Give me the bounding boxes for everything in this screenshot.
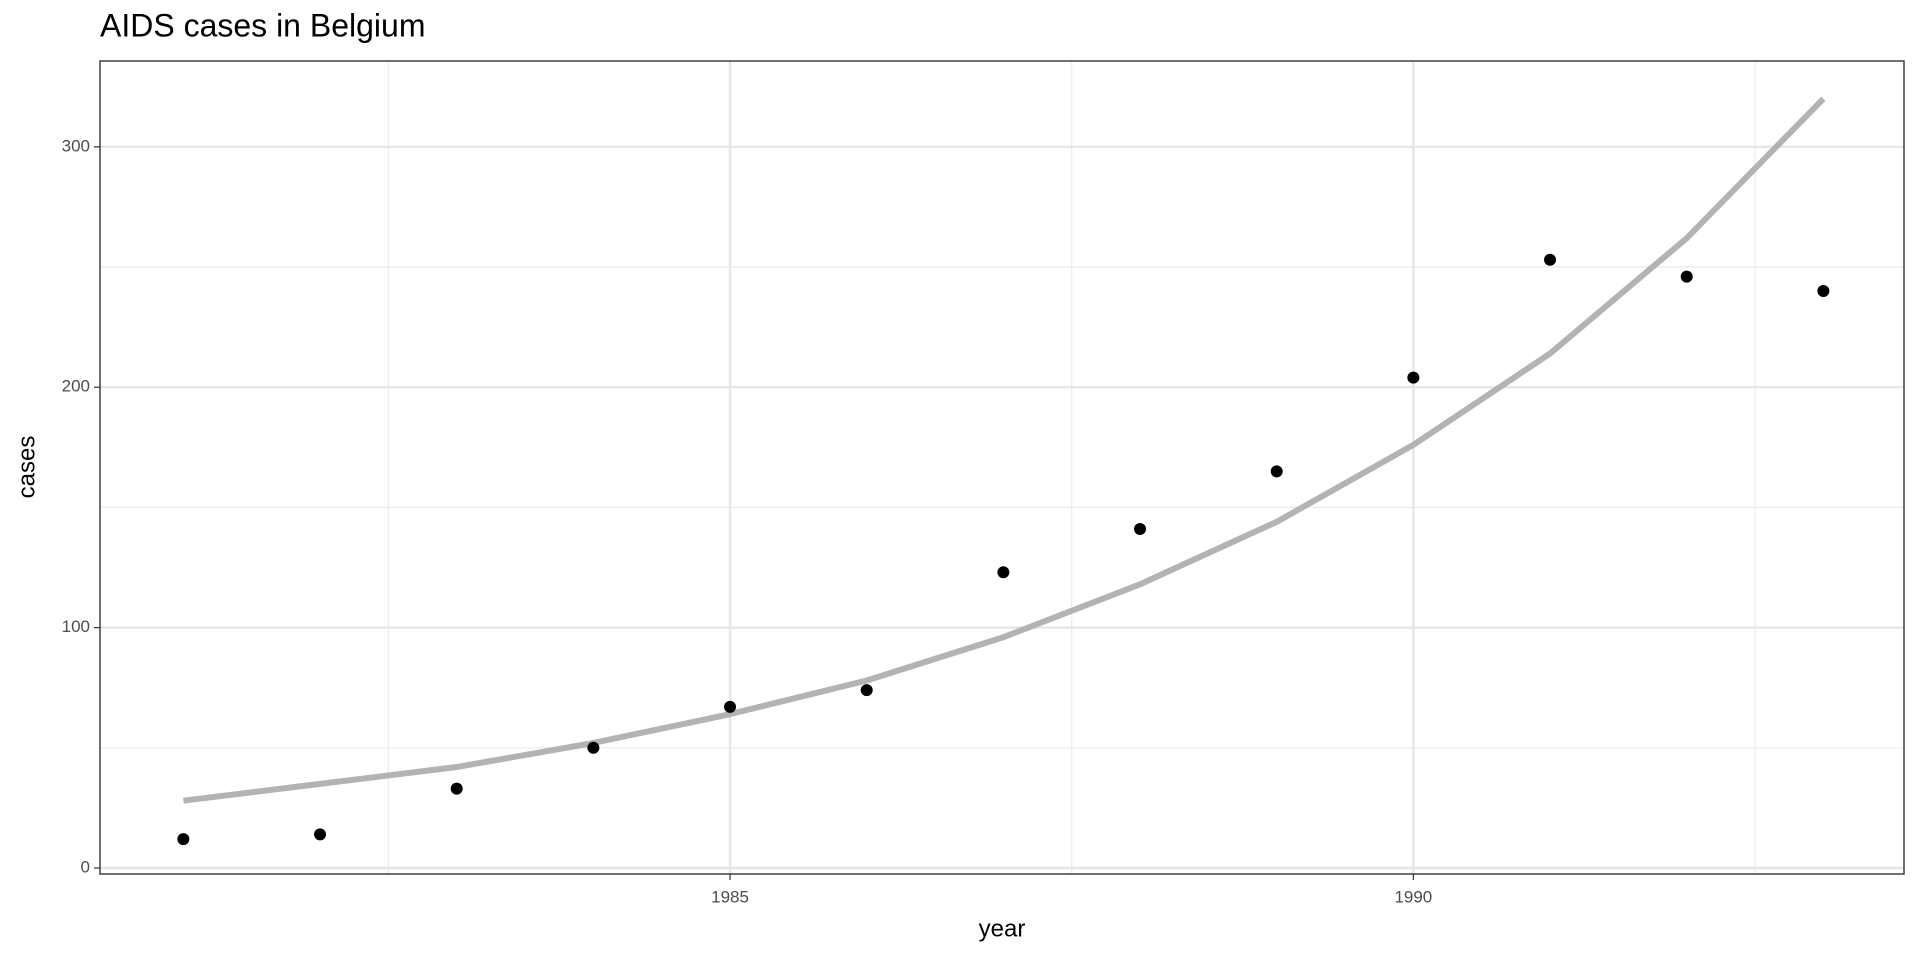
point	[450, 782, 463, 795]
point	[1270, 465, 1283, 478]
point	[1680, 270, 1693, 283]
point	[1407, 371, 1420, 384]
point	[314, 828, 327, 841]
y-tick-label: 200	[62, 377, 90, 396]
x-tick-label: 1985	[711, 887, 749, 906]
point	[1134, 523, 1147, 536]
point	[997, 566, 1010, 579]
fit-line	[183, 96, 1826, 804]
y-axis-label: cases	[13, 436, 40, 499]
point	[587, 741, 600, 754]
y-tick-label: 0	[81, 857, 90, 876]
y-tick-label: 100	[62, 617, 90, 636]
point	[724, 700, 737, 713]
y-tick-label: 300	[62, 136, 90, 155]
point	[1817, 285, 1830, 298]
panel-border	[99, 60, 1905, 875]
x-tick-label: 1990	[1394, 887, 1432, 906]
point	[860, 684, 873, 697]
chart-title: AIDS cases in Belgium	[100, 7, 425, 43]
point	[1544, 253, 1557, 266]
x-axis-label: year	[979, 915, 1026, 942]
point	[177, 833, 190, 846]
